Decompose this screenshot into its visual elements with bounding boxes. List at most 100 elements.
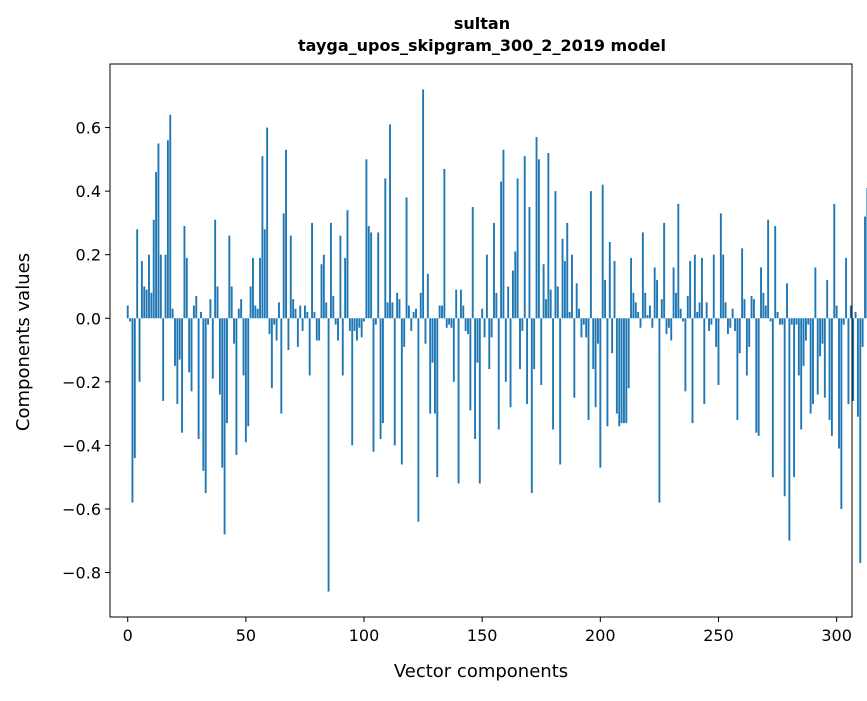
bar-14	[159, 254, 162, 319]
bar-294	[821, 318, 824, 344]
bar-263	[748, 318, 751, 347]
bar-219	[644, 292, 647, 319]
bar-76	[306, 311, 309, 319]
bar-237	[686, 296, 689, 319]
bar-123	[417, 318, 420, 522]
bar-266	[755, 318, 758, 433]
bar-147	[474, 318, 477, 440]
bar-136	[448, 318, 451, 325]
bar-198	[594, 318, 597, 408]
bar-95	[351, 318, 354, 446]
bar-223	[653, 267, 656, 319]
bar-21	[176, 318, 179, 405]
bar-66	[282, 213, 285, 319]
bar-131	[436, 318, 439, 478]
bar-138	[452, 318, 455, 382]
bar-171	[530, 318, 533, 494]
y-tick-label: −0.6	[62, 500, 101, 519]
bar-264	[750, 296, 753, 319]
bar-9	[148, 254, 150, 319]
bar-214	[632, 292, 635, 319]
x-tick-label: 250	[703, 626, 734, 645]
bar-175	[540, 318, 543, 385]
bar-299	[833, 203, 836, 319]
bar-177	[545, 299, 547, 319]
bar-130	[433, 318, 436, 414]
bar-180	[552, 318, 555, 430]
bar-227	[663, 222, 666, 319]
bar-245	[705, 302, 708, 319]
bar-162	[509, 318, 512, 408]
bar-308	[854, 311, 857, 319]
bar-290	[812, 318, 814, 405]
bar-75	[304, 305, 306, 319]
bar-258	[736, 318, 739, 420]
bar-260	[741, 248, 744, 319]
bar-194	[585, 318, 588, 338]
bar-19	[171, 308, 174, 319]
y-axis-label: Components values	[13, 253, 34, 431]
bar-220	[646, 315, 649, 319]
bar-7	[143, 286, 146, 319]
bar-116	[400, 318, 403, 465]
bar-202	[604, 280, 607, 319]
bar-82	[320, 264, 323, 319]
bar-181	[554, 191, 557, 319]
bar-101	[365, 159, 368, 319]
bar-36	[211, 318, 214, 379]
bar-230	[670, 318, 673, 341]
x-axis-ticks: 0 50 100 150 200 250 300	[123, 617, 852, 645]
bar-67	[285, 149, 287, 319]
bar-279	[786, 283, 788, 319]
bar-109	[384, 178, 387, 319]
bar-56	[259, 257, 261, 319]
bar-140	[457, 318, 460, 484]
bar-35	[209, 299, 212, 319]
bar-254	[726, 318, 729, 335]
bar-224	[656, 280, 658, 319]
bar-124	[419, 292, 422, 319]
bar-96	[353, 318, 356, 331]
bar-225	[658, 318, 661, 503]
bar-292	[816, 318, 819, 395]
bar-86	[330, 222, 332, 319]
bar-281	[790, 318, 793, 325]
bar-28	[192, 305, 195, 319]
bar-185	[563, 261, 566, 319]
bar-132	[438, 305, 441, 319]
bar-111	[389, 124, 391, 319]
bar-238	[689, 261, 692, 319]
bar-262	[745, 318, 748, 376]
bar-222	[651, 318, 654, 328]
bar-157	[497, 318, 500, 430]
bar-103	[370, 232, 373, 319]
bar-280	[788, 318, 791, 541]
bar-30	[197, 318, 200, 440]
bar-183	[559, 318, 562, 465]
bar-273	[771, 318, 774, 478]
bar-100	[363, 318, 365, 322]
bar-244	[703, 318, 706, 405]
bar-114	[396, 292, 399, 319]
bar-216	[637, 311, 640, 319]
x-tick-label: 100	[349, 626, 380, 645]
bar-278	[783, 318, 786, 497]
bar-78	[311, 222, 313, 319]
y-tick-label: −0.2	[62, 373, 101, 392]
bar-272	[769, 318, 772, 322]
bar-208	[618, 318, 621, 427]
bar-26	[188, 318, 191, 373]
bar-186	[566, 222, 569, 319]
bar-83	[322, 254, 325, 319]
bar-293	[819, 318, 822, 357]
bar-190	[575, 283, 578, 319]
bar-41	[223, 318, 226, 535]
bar-115	[398, 299, 401, 319]
bar-243	[701, 257, 703, 319]
bar-173	[535, 137, 538, 319]
bar-91	[341, 318, 344, 376]
bar-31	[200, 311, 202, 319]
bar-270	[764, 305, 767, 319]
bar-20	[174, 318, 176, 366]
